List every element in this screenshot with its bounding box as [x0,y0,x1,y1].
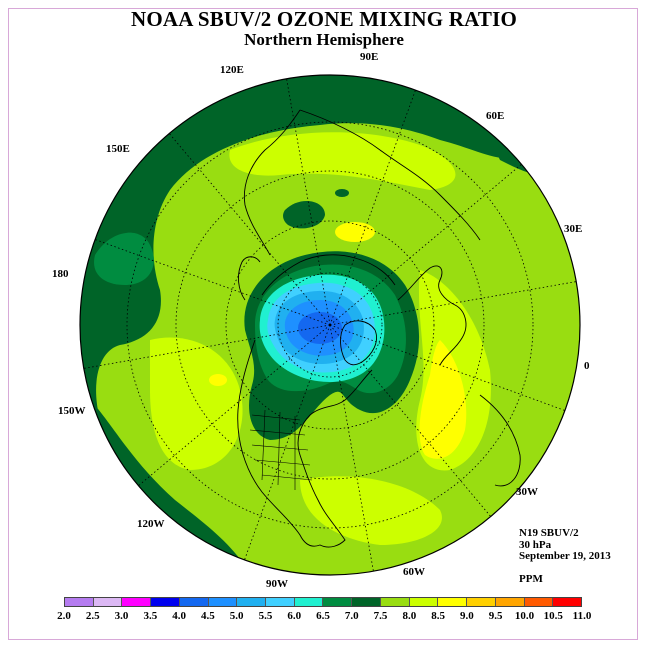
lon-label-0: 0 [584,360,590,372]
latitude-circle-45n [175,170,485,480]
ozone-region-yellow-south [150,337,243,470]
color-scale-swatch [266,598,295,606]
coastline-alaska [238,256,261,301]
ozone-region-bright-yellow-west [209,374,227,386]
color-scale-tick-label: 10.5 [543,610,563,622]
units-label: PPM [519,573,543,585]
color-scale-tick-label: 5.0 [229,610,244,622]
satellite-label: N19 SBUV/2 [519,527,579,539]
color-scale-swatch [65,598,94,606]
coastline-asia-interior [299,109,481,241]
political-boundaries [249,409,313,490]
lon-label-30w: 30W [516,486,538,498]
color-scale-tick-label: 7.0 [344,610,359,622]
color-scale-swatch [93,598,123,606]
lon-label-120w: 120W [137,518,165,530]
page-title: NOAA SBUV/2 OZONE MIXING RATIO [131,7,517,31]
lon-label-60e: 60E [486,110,505,122]
coastline-asia-east [243,109,301,256]
latitude-circles [126,121,534,529]
ozone-region-yellow-north [229,132,456,190]
ozone-region-dark-north-blob [283,200,325,229]
meridian-line [329,281,577,326]
color-scale-tick-label: 6.0 [287,610,302,622]
color-scale-tick-label: 10.0 [514,610,535,622]
color-scale-tick-label: 2.0 [57,610,71,622]
color-scale-tick-label: 7.5 [373,610,388,622]
color-scale-bar [64,597,582,607]
color-scale-tick-label: 4.5 [201,610,215,622]
color-scale-swatch [438,598,468,606]
color-scale-tick-label: 11.0 [572,610,592,622]
color-scale-tick-label: 3.5 [143,610,158,622]
color-scale-tick-label: 6.5 [316,610,330,622]
coastline-greenland [340,320,377,366]
lon-label-90w: 90W [266,578,288,590]
ozone-region-dark-dot [335,189,349,197]
meridian-line [286,78,331,326]
color-scale-swatch [467,598,496,606]
ozone-region-polar-4-0 [298,312,342,344]
coastlines [237,109,521,548]
lon-label-180: 180 [52,268,69,280]
page-subtitle: Northern Hemisphere [244,30,404,49]
meridian-line [329,324,374,572]
color-scale-swatch [524,598,554,606]
ozone-region-bright-yellow-east [419,340,467,459]
date-label: September 19, 2013 [519,550,611,562]
coastline-africa [479,394,521,487]
color-scale-swatch [179,598,209,606]
ozone-region-dark-northwest [94,232,154,285]
color-scale-swatch [237,598,267,606]
color-scale-swatch [553,598,581,606]
coastline-europe [397,265,467,366]
color-scale-swatch [208,598,238,606]
latitude-circle-75n [277,272,383,378]
color-scale-tick-label: 3.0 [114,610,129,622]
meridian-line [329,163,522,326]
color-scale-swatch [122,598,152,606]
latitude-circle-60n [225,220,435,430]
lon-label-30e: 30E [564,223,583,235]
ozone-region-bright-yellow-north [335,222,375,242]
meridian-line [329,324,492,517]
pressure-level-label: 30 hPa [519,539,552,551]
lon-label-150e: 150E [106,143,130,155]
color-scale-tick-label: 2.5 [85,610,100,622]
color-scale-swatch [151,598,180,606]
color-scale-swatch [323,598,353,606]
lon-label-150w: 150W [58,405,86,417]
color-scale-swatch [495,598,525,606]
boundary-lines-usa [249,409,313,490]
color-scale-tick-label: 8.0 [402,610,417,622]
color-scale-tick-label: 8.5 [431,610,445,622]
meridian-line [329,324,566,411]
color-scale-tick-label: 9.5 [488,610,503,622]
meridian-line [138,324,331,487]
color-scale-swatch [380,598,410,606]
lon-label-90e: 90E [360,51,379,63]
meridian-lines [83,78,577,572]
color-scale-tick-label: 5.5 [258,610,273,622]
lon-label-120e: 120E [220,64,244,76]
color-scale-swatch [409,598,439,606]
color-scale-swatch [352,598,381,606]
coastline-asia-arctic [261,254,396,296]
meridian-line [83,324,331,369]
lon-label-60w: 60W [403,566,425,578]
meridian-line [329,89,416,326]
ozone-region-dark-southwest [89,400,250,575]
color-scale-tick-label: 4.0 [172,610,186,622]
meridian-line [244,324,331,561]
meridian-line [168,133,331,326]
color-scale-tick-label: 9.0 [460,610,474,622]
color-scale-swatch [294,598,324,606]
coastline-north-america [237,339,373,548]
plot-frame [8,8,638,640]
meridian-line [94,239,331,326]
map-boundary-circle [79,74,581,576]
latitude-circle-30n [126,121,534,529]
